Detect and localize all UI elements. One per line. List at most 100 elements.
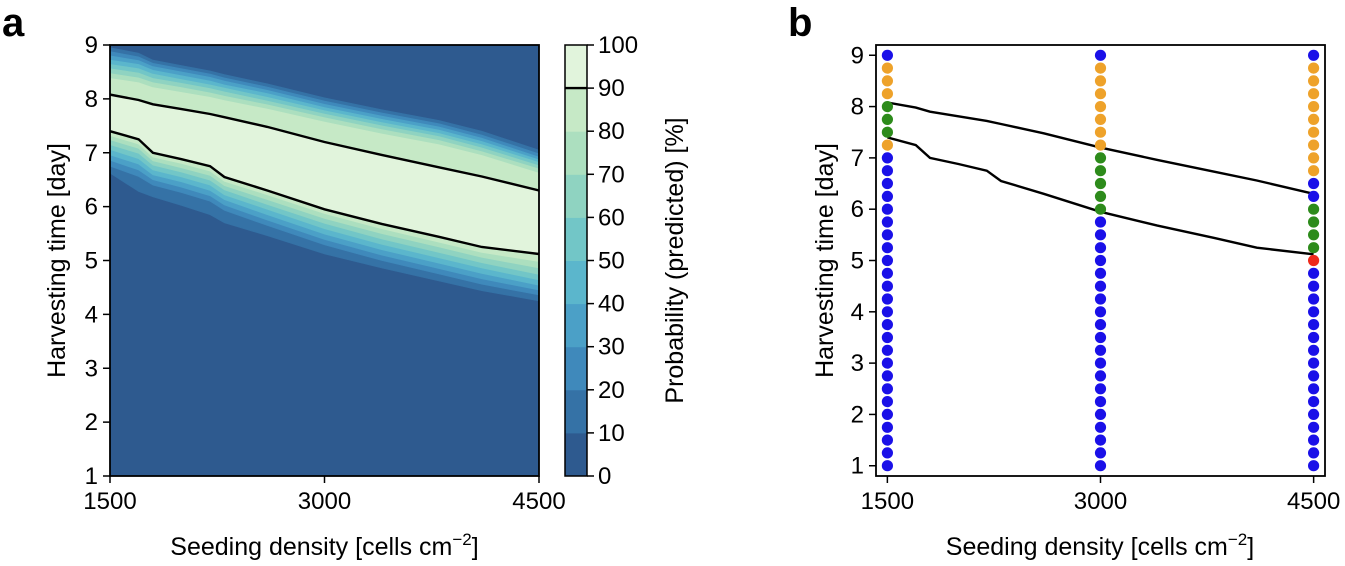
scatter-point-green xyxy=(881,113,894,125)
scatter-point-blue xyxy=(1308,293,1320,305)
scatter-point-blue xyxy=(881,229,894,241)
scatter-point-orange xyxy=(1308,101,1320,113)
scatter-point-blue xyxy=(1308,408,1320,420)
y-tick-label: 4 xyxy=(85,301,98,328)
scatter-point-orange xyxy=(1308,62,1320,74)
scatter-point-blue xyxy=(1308,331,1320,344)
colorbar-tick-label: 0 xyxy=(598,463,611,490)
scatter-point-blue xyxy=(1308,177,1320,190)
scatter-point-blue xyxy=(881,319,894,331)
scatter-point-blue xyxy=(1094,331,1107,344)
colorbar-band-80 xyxy=(565,88,587,132)
y-tick-label: 2 xyxy=(851,401,864,428)
scatter-point-blue xyxy=(1094,229,1107,241)
colorbar-tick-label: 100 xyxy=(598,32,638,59)
scatter-point-green xyxy=(1094,165,1107,177)
scatter-point-blue xyxy=(881,434,894,446)
colorbar-tick-label: 10 xyxy=(598,420,625,447)
scatter-point-blue xyxy=(1308,190,1320,202)
scatter-point-blue xyxy=(1094,408,1107,420)
x-tick-label: 3000 xyxy=(1074,488,1127,515)
scatter-point-orange xyxy=(881,62,894,74)
scatter-point-blue xyxy=(1094,242,1107,254)
y-axis-label-a: Harvesting time [day] xyxy=(43,143,71,378)
y-tick-label: 1 xyxy=(851,453,864,480)
scatter-point-blue xyxy=(1094,460,1107,472)
scatter-point-orange xyxy=(1308,139,1320,151)
axis-ticks-a: 1 2 3 4 5 6 7 8 9 1500 3000 4500 xyxy=(83,32,565,515)
scatter-point-red xyxy=(1308,254,1320,267)
scatter-point-blue xyxy=(1308,344,1320,356)
axis-ticks-b: 1 2 3 4 5 6 7 8 9 1500 3000 4500 xyxy=(851,42,1341,515)
scatter-point-blue xyxy=(1308,421,1320,433)
scatter-point-blue xyxy=(881,447,894,459)
colorbar: 0 10 20 30 40 50 60 70 80 90 100 Probability (pred… xyxy=(564,32,689,490)
scatter-point-blue xyxy=(1094,421,1107,433)
scatter-point-blue xyxy=(881,152,894,164)
scatter-point-blue xyxy=(881,190,894,202)
y-tick-label: 7 xyxy=(851,145,864,172)
scatter-point-green xyxy=(1094,177,1107,190)
scatter-point-blue xyxy=(881,357,894,369)
colorbar-band-30 xyxy=(565,303,587,348)
scatter-point-blue xyxy=(1094,306,1107,318)
scatter-point-blue xyxy=(1094,396,1107,408)
scatter-point-blue xyxy=(1308,460,1320,472)
x-axis-label-a: Seeding density [cells cm−2] xyxy=(170,530,478,561)
scatter-point-blue xyxy=(1094,267,1107,279)
scatter-points xyxy=(881,49,1320,472)
scatter-point-blue xyxy=(881,408,894,420)
x-tick-label: 1500 xyxy=(861,488,914,515)
scatter-point-blue xyxy=(881,383,894,395)
y-tick-label: 8 xyxy=(85,86,98,113)
scatter-point-blue xyxy=(881,165,894,177)
contour-line-90-lower xyxy=(887,136,1314,256)
colorbar-band-70 xyxy=(565,131,587,175)
scatter-point-orange xyxy=(1094,113,1107,125)
scatter-point-blue xyxy=(1308,383,1320,395)
colorbar-band-50 xyxy=(565,217,587,261)
scatter-point-blue xyxy=(1308,396,1320,408)
colorbar-band-60 xyxy=(565,174,587,218)
scatter-point-blue xyxy=(881,49,894,61)
scatter-point-orange xyxy=(1094,139,1107,151)
scatter-point-blue xyxy=(881,254,894,267)
scatter-point-blue xyxy=(1094,383,1107,395)
scatter-point-green xyxy=(1094,190,1107,202)
y-tick-label: 5 xyxy=(85,248,98,275)
contour-lines-a xyxy=(110,93,539,256)
scatter-point-blue xyxy=(881,242,894,254)
contour-line-90-upper xyxy=(887,101,1314,195)
scatter-point-blue xyxy=(1094,280,1107,292)
scatter-point-green xyxy=(1308,203,1320,215)
x-tick-label: 4500 xyxy=(1287,488,1340,515)
colorbar-band-40 xyxy=(565,260,587,305)
contour-fills xyxy=(110,45,539,476)
scatter-point-orange xyxy=(1094,101,1107,113)
scatter-point-blue xyxy=(1094,216,1107,228)
y-tick-label: 5 xyxy=(851,248,864,275)
x-tick-label: 4500 xyxy=(512,488,565,515)
scatter-point-blue xyxy=(881,280,894,292)
scatter-point-orange xyxy=(1308,75,1320,87)
scatter-point-blue xyxy=(881,460,894,472)
scatter-point-green xyxy=(1308,229,1320,241)
scatter-point-blue xyxy=(881,344,894,356)
colorbar-tick-label: 60 xyxy=(598,204,625,231)
scatter-point-blue xyxy=(1094,357,1107,369)
panel-b-label: b xyxy=(788,1,812,45)
colorbar-label: Probability (predicted) [%] xyxy=(661,117,689,403)
scatter-point-orange xyxy=(1308,126,1320,138)
scatter-point-blue xyxy=(1094,344,1107,356)
scatter-point-blue xyxy=(1308,370,1320,382)
scatter-point-blue xyxy=(881,396,894,408)
contour-line-90-upper xyxy=(110,93,539,192)
y-tick-label: 6 xyxy=(851,196,864,223)
y-tick-label: 7 xyxy=(85,140,98,167)
scatter-point-blue xyxy=(1094,49,1107,61)
scatter-point-blue xyxy=(1308,306,1320,318)
panel-a-contour-plot: 1 2 3 4 5 6 7 8 9 1500 3000 4500 Seeding density [c… xyxy=(43,32,566,561)
y-tick-label: 9 xyxy=(851,42,864,69)
scatter-point-blue xyxy=(881,293,894,305)
y-tick-label: 9 xyxy=(85,32,98,59)
